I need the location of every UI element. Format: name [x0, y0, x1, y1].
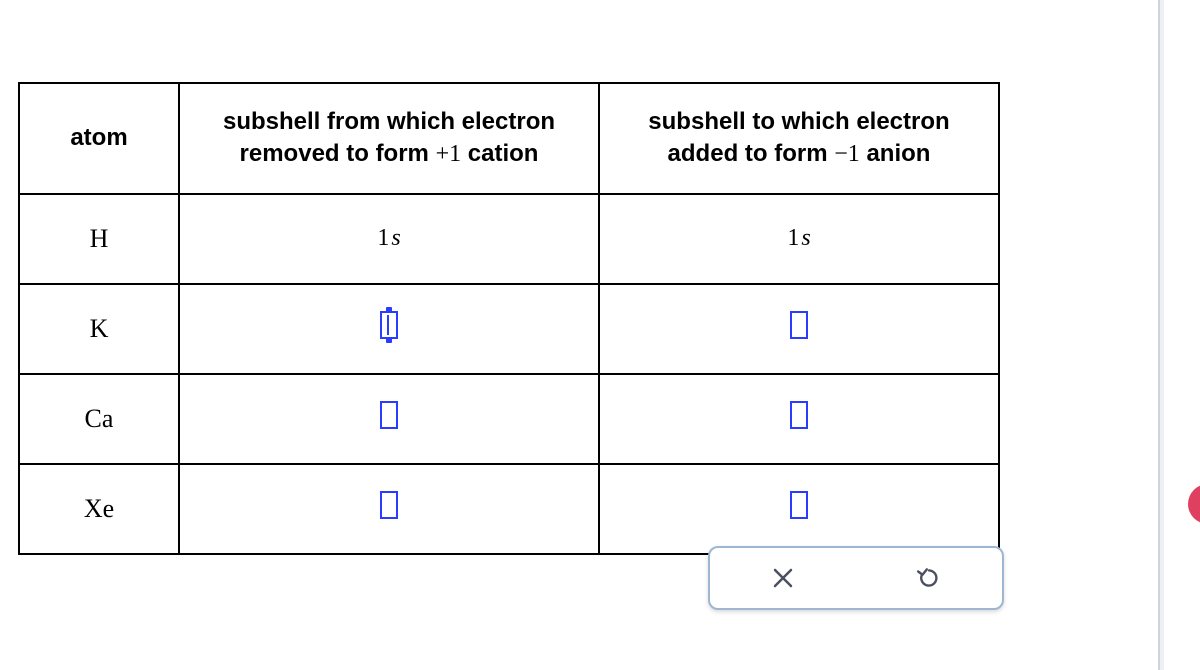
table-row: Ca — [19, 374, 999, 464]
col-header-atom: atom — [19, 83, 179, 194]
table-row: K — [19, 284, 999, 374]
anion-cell[interactable] — [599, 464, 999, 554]
answer-input[interactable] — [790, 311, 808, 339]
cation-cell[interactable] — [179, 284, 599, 374]
action-panel — [708, 546, 1004, 610]
table-header-row: atom subshell from which electron remove… — [19, 83, 999, 194]
col-header-anion: subshell to which electron added to form… — [599, 83, 999, 194]
atom-cell: K — [19, 284, 179, 374]
answer-input[interactable] — [790, 401, 808, 429]
table-row: H 1s 1s — [19, 194, 999, 284]
answer-input[interactable] — [380, 491, 398, 519]
anion-cell[interactable] — [599, 284, 999, 374]
answer-input[interactable] — [380, 311, 398, 339]
reset-button[interactable] — [911, 560, 947, 596]
cation-cell[interactable] — [179, 374, 599, 464]
clear-button[interactable] — [765, 560, 801, 596]
atom-cell: H — [19, 194, 179, 284]
divider-shadow — [1160, 0, 1164, 670]
cation-cell: 1s — [179, 194, 599, 284]
answer-input[interactable] — [380, 401, 398, 429]
answer-input[interactable] — [790, 491, 808, 519]
atom-cell: Xe — [19, 464, 179, 554]
atom-cell: Ca — [19, 374, 179, 464]
table-body: H 1s 1s KCaXe — [19, 194, 999, 554]
anion-cell[interactable] — [599, 374, 999, 464]
cation-cell[interactable] — [179, 464, 599, 554]
content-region: atom subshell from which electron remove… — [0, 0, 1160, 670]
close-icon — [771, 566, 795, 590]
subshell-value: 1s — [787, 225, 810, 251]
cropped-side-element — [1188, 484, 1200, 524]
subshell-value: 1s — [377, 225, 400, 251]
subshell-table: atom subshell from which electron remove… — [18, 82, 1000, 555]
table-row: Xe — [19, 464, 999, 554]
undo-icon — [916, 565, 942, 591]
anion-cell: 1s — [599, 194, 999, 284]
col-header-cation: subshell from which electron removed to … — [179, 83, 599, 194]
